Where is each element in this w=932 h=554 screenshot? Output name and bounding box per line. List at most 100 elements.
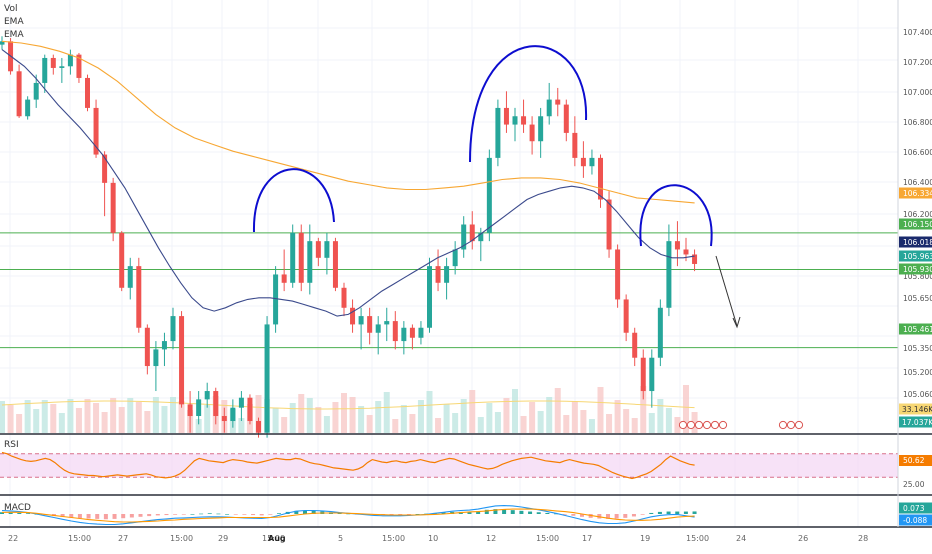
- y-tick-label-11: 105.060: [903, 390, 932, 399]
- volume-bar-79: [674, 417, 681, 433]
- volume-bar-35: [298, 394, 305, 433]
- price-tag-bg-2: [899, 236, 932, 248]
- event-marker-7: [786, 420, 796, 430]
- candle-body-74: [632, 332, 638, 358]
- volume-bar-50: [426, 391, 433, 433]
- rsi-tag-label: 50.62: [903, 456, 925, 465]
- volume-bar-7: [58, 413, 65, 433]
- macd-hist-bar-2: [17, 512, 22, 514]
- macd-hist-bar-13: [112, 514, 117, 519]
- rsi-indicator-label[interactable]: RSI: [4, 440, 19, 450]
- price-tag-label-4: 105.930: [903, 265, 932, 274]
- macd-indicator-label[interactable]: MACD: [4, 503, 31, 513]
- volume-bar-32: [272, 408, 279, 433]
- candle-body-34: [290, 232, 296, 283]
- price-tag-bg-1: [899, 218, 932, 230]
- candle-body-53: [452, 249, 458, 267]
- volume-bar-70: [597, 387, 604, 433]
- volume-bar-71: [606, 414, 613, 433]
- candlestick-series: [0, 36, 698, 438]
- volume-bar-14: [118, 407, 125, 433]
- volume-bar-9: [75, 408, 82, 433]
- ema-lines: [1, 40, 695, 317]
- candle-body-51: [435, 266, 441, 283]
- macd-hist-bar-24: [207, 513, 212, 514]
- head-arc: [469, 45, 588, 163]
- candle-body-70: [598, 157, 603, 200]
- candle-body-57: [486, 157, 492, 233]
- event-marker-3: [702, 420, 712, 430]
- candle-body-78: [666, 241, 672, 308]
- y-tick-label-4: 106.600: [903, 148, 932, 157]
- macd-hist-bar-31: [268, 514, 273, 515]
- macd-hist-bar-51: [441, 512, 446, 514]
- candle-body-43: [367, 316, 373, 333]
- macd-hist-bar-72: [623, 514, 628, 518]
- ema-fast-indicator-label[interactable]: EMA: [4, 17, 24, 27]
- macd-hist-bar-60: [519, 510, 524, 514]
- macd-hist-bar-23: [199, 513, 204, 515]
- macd-hist-bar-12: [103, 514, 108, 520]
- left-shoulder-arc: [252, 168, 335, 233]
- x-tick-label-11: 15:00: [536, 534, 559, 543]
- ema-slow-indicator-label[interactable]: EMA: [4, 30, 24, 40]
- volume-bar-17: [144, 411, 151, 433]
- macd-hist-bar-30: [259, 514, 264, 516]
- candle-body-48: [409, 327, 415, 338]
- candle-body-79: [674, 241, 680, 250]
- ema-slow-line: [1, 40, 695, 204]
- candle-body-49: [418, 327, 424, 338]
- y-tick-label-9: 105.350: [903, 344, 932, 353]
- rsi-tick-label: 25.00: [903, 480, 925, 489]
- macd-hist-bar-34: [294, 510, 299, 514]
- macd-hist-bar-70: [605, 514, 610, 519]
- macd-hist-bar-56: [484, 509, 489, 514]
- x-tick-label-4: 29: [218, 534, 228, 543]
- macd-hist-bar-26: [225, 514, 230, 515]
- macd-tag-label-1: -0.088: [903, 516, 927, 525]
- price-tag-bg-3: [899, 250, 932, 262]
- macd-signal-line: [2, 508, 695, 523]
- volume-bar-15: [127, 398, 134, 433]
- economic-events[interactable]: [678, 420, 804, 430]
- macd-hist-bar-48: [415, 514, 420, 515]
- price-axis[interactable]: 107.400 107.200 107.000 106.800 106.600 106.4…: [903, 28, 932, 399]
- volume-bar-60: [512, 389, 518, 433]
- candle-body-66: [563, 104, 569, 133]
- y-tick-label-1: 107.200: [903, 58, 932, 67]
- volume-bar-72: [614, 400, 621, 433]
- macd-hist-bar-18: [155, 514, 160, 516]
- candle-body-22: [187, 404, 193, 417]
- candle-body-47: [401, 327, 407, 342]
- candle-body-56: [478, 232, 484, 242]
- volume-bar-3: [24, 400, 31, 433]
- candle-body-65: [555, 99, 561, 105]
- price-tag-bg-0: [899, 187, 932, 199]
- y-tick-label-10: 105.200: [903, 368, 932, 377]
- volume-bar-65: [554, 388, 561, 433]
- x-tick-label-12: 17: [582, 534, 592, 543]
- macd-hist-bar-76: [657, 511, 662, 514]
- candle-body-17: [144, 327, 150, 367]
- volume-bar-33: [281, 417, 288, 433]
- macd-series: [0, 505, 697, 526]
- vol-indicator-label[interactable]: Vol: [4, 4, 18, 14]
- rsi-line: [1, 451, 695, 480]
- macd-hist-bar-67: [580, 514, 585, 517]
- candle-body-28: [238, 397, 244, 408]
- candle-body-37: [315, 241, 321, 258]
- volume-bar-36: [306, 398, 313, 433]
- y-tick-label-5: 106.400: [903, 178, 932, 187]
- candle-body-35: [298, 232, 304, 283]
- candle-body-12: [102, 154, 108, 183]
- x-tick-label-13: 19: [640, 534, 650, 543]
- volume-bar-58: [494, 412, 501, 433]
- candle-body-46: [392, 321, 398, 342]
- x-tick-label-14: 15:00: [686, 534, 709, 543]
- candle-body-4: [33, 82, 39, 100]
- macd-hist-bar-3: [25, 513, 30, 514]
- volume-bar-48: [409, 414, 416, 433]
- volume-bar-39: [332, 402, 339, 433]
